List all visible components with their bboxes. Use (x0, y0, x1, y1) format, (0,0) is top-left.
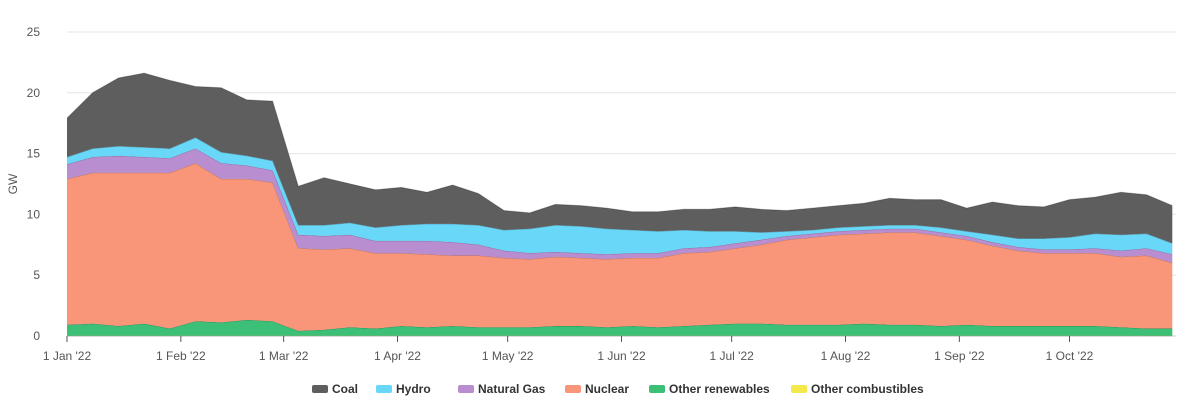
area-coal (67, 73, 1173, 244)
x-tick-label: 1 Apr '22 (374, 349, 421, 363)
x-tick-label: 1 Jun '22 (597, 349, 646, 363)
x-tick-label: 1 Jan '22 (43, 349, 92, 363)
x-tick-label: 1 Aug '22 (821, 349, 871, 363)
legend-swatch (376, 385, 392, 393)
y-tick-label: 25 (27, 25, 41, 39)
legend-item-other-combustibles[interactable]: Other combustibles (791, 382, 924, 396)
legend-item-natural-gas[interactable]: Natural Gas (458, 382, 546, 396)
legend-label: Other combustibles (811, 382, 924, 396)
x-tick-label: 1 Mar '22 (259, 349, 309, 363)
x-axis: 1 Jan '22 1 Feb '22 1 Mar '22 1 Apr '22 1 Ma… (43, 336, 1094, 363)
legend-swatch (565, 385, 581, 393)
legend-swatch (458, 385, 474, 393)
x-tick-label: 1 Oct '22 (1046, 349, 1094, 363)
legend: Coal Hydro Natural Gas Nuclear Other renewab… (312, 382, 924, 396)
legend-item-hydro[interactable]: Hydro (376, 382, 431, 396)
y-tick-label: 10 (27, 207, 41, 221)
series-areas (66, 72, 1173, 337)
legend-label: Hydro (396, 382, 431, 396)
line-coal (66, 72, 1173, 214)
y-axis-title: GW (6, 173, 20, 194)
legend-item-nuclear[interactable]: Nuclear (565, 382, 629, 396)
area-natural-gas (67, 148, 1173, 263)
legend-label: Coal (332, 382, 358, 396)
line-nuclear (66, 162, 1173, 264)
area-other-renewables (67, 319, 1173, 336)
legend-item-coal[interactable]: Coal (312, 382, 358, 396)
legend-label: Nuclear (585, 382, 629, 396)
legend-label: Natural Gas (478, 382, 546, 396)
legend-label: Other renewables (669, 382, 770, 396)
y-tick-label: 20 (27, 86, 41, 100)
y-axis: 0 5 10 15 20 25 (27, 25, 41, 343)
x-tick-label: 1 Sep '22 (934, 349, 985, 363)
area-nuclear (67, 163, 1173, 331)
x-tick-label: 1 Feb '22 (156, 349, 206, 363)
legend-item-other-renewables[interactable]: Other renewables (649, 382, 770, 396)
x-tick-label: 1 Jul '22 (710, 349, 755, 363)
legend-swatch (649, 385, 665, 393)
y-tick-label: 15 (27, 147, 41, 161)
y-tick-label: 5 (33, 268, 40, 282)
x-tick-label: 1 May '22 (482, 349, 534, 363)
legend-swatch (791, 385, 807, 393)
legend-swatch (312, 385, 328, 393)
y-tick-label: 0 (33, 329, 40, 343)
